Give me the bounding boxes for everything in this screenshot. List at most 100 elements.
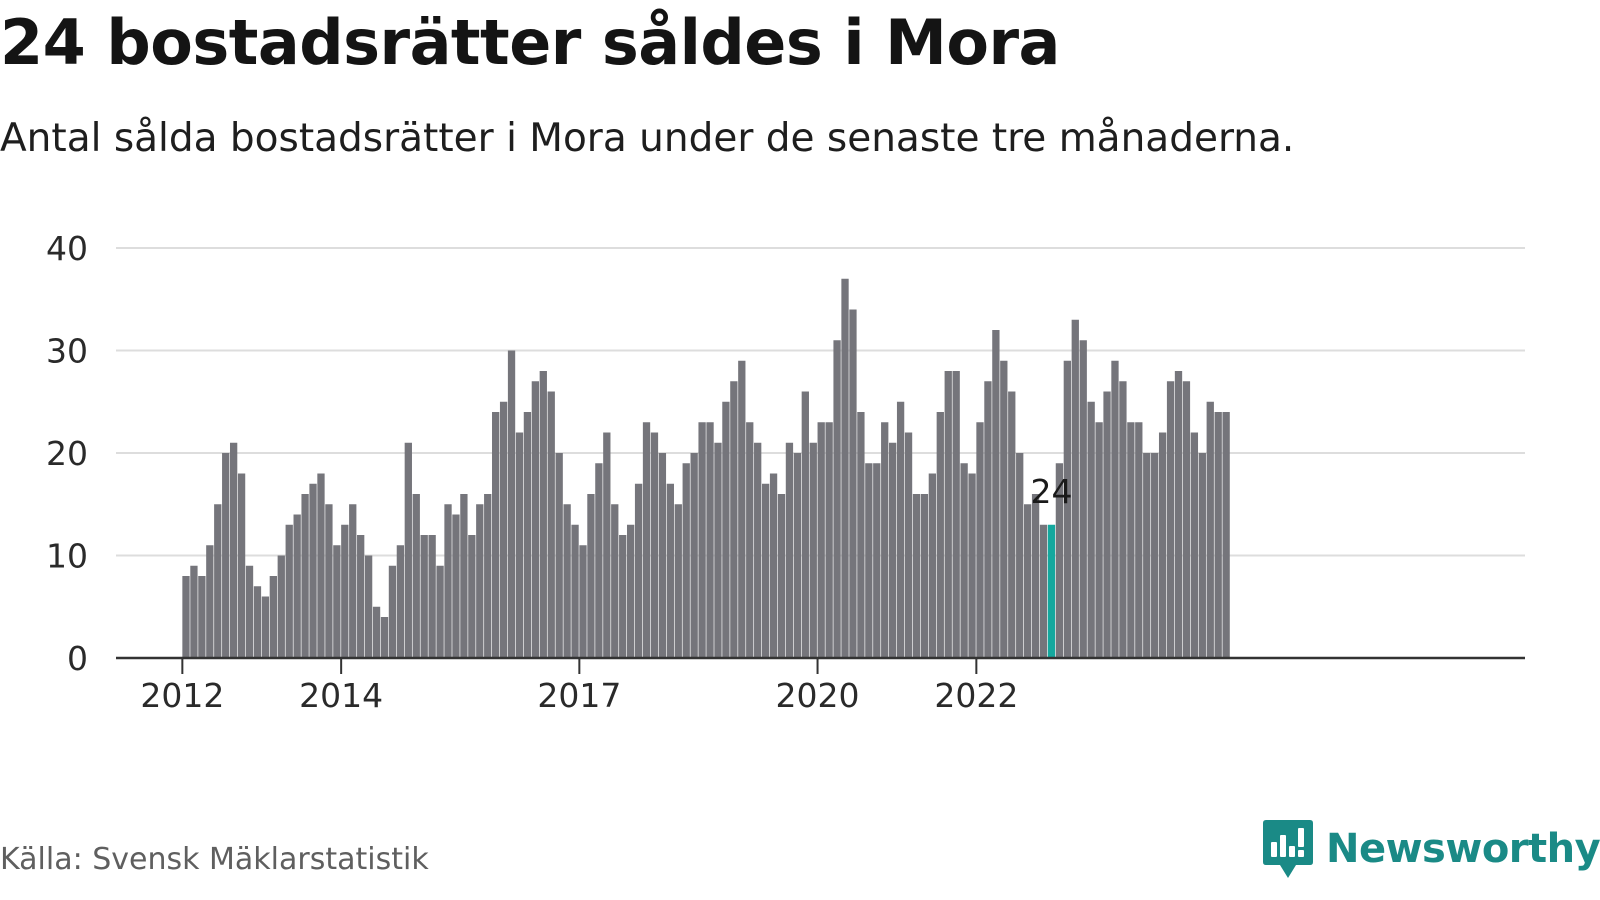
bar xyxy=(952,371,960,658)
bar xyxy=(603,432,611,658)
bar xyxy=(341,524,349,658)
bar xyxy=(1190,432,1199,658)
bar xyxy=(555,453,563,658)
bar xyxy=(857,412,865,658)
bar xyxy=(785,442,794,658)
bar-highlight xyxy=(1047,524,1056,658)
bar xyxy=(1023,504,1032,658)
bar xyxy=(674,504,682,658)
bar xyxy=(920,494,929,658)
bar xyxy=(817,422,825,658)
bar xyxy=(515,432,524,658)
bar xyxy=(1127,422,1135,658)
bar xyxy=(881,422,889,658)
bar xyxy=(809,442,817,658)
chart-title: 24 bostadsrätter såldes i Mora xyxy=(0,6,1060,79)
bar xyxy=(237,473,246,658)
bar xyxy=(333,545,341,658)
bar xyxy=(499,401,508,658)
bar xyxy=(1119,381,1127,658)
brand-name: Newsworthy xyxy=(1326,826,1600,872)
bar xyxy=(245,565,254,658)
x-tick-label: 2014 xyxy=(299,676,383,715)
y-tick-label: 30 xyxy=(46,332,88,371)
bar xyxy=(698,422,706,658)
bar xyxy=(730,381,738,658)
bar xyxy=(944,371,952,658)
bar xyxy=(1206,401,1214,658)
bar xyxy=(714,442,722,658)
bar xyxy=(277,555,285,658)
bar xyxy=(460,494,468,658)
bar xyxy=(420,535,428,658)
bar xyxy=(825,422,833,658)
bar xyxy=(1087,401,1095,658)
y-tick-label: 0 xyxy=(67,639,88,678)
bar xyxy=(706,422,714,658)
bar xyxy=(1222,412,1230,658)
source-note: Källa: Svensk Mäklarstatistik xyxy=(0,842,429,877)
bar xyxy=(984,381,992,658)
bar xyxy=(468,535,476,658)
bar xyxy=(690,453,698,658)
bar xyxy=(1198,453,1206,658)
bar xyxy=(388,565,397,658)
bar xyxy=(833,340,841,658)
bar xyxy=(722,401,730,658)
bar xyxy=(928,473,937,658)
bar xyxy=(619,535,627,658)
bar xyxy=(873,463,881,658)
y-tick-label: 40 xyxy=(46,229,88,268)
bar xyxy=(658,453,667,658)
x-tick-label: 2020 xyxy=(776,676,860,715)
bar xyxy=(476,504,484,658)
bar xyxy=(1071,319,1079,658)
bar xyxy=(380,617,389,658)
bar xyxy=(229,442,238,658)
bar xyxy=(372,606,381,658)
bar xyxy=(1174,371,1183,658)
bar xyxy=(261,596,270,658)
bar xyxy=(682,463,690,658)
bar xyxy=(404,442,412,658)
bar xyxy=(912,494,921,658)
brand-logo: Newsworthy xyxy=(1262,818,1600,880)
bar xyxy=(182,576,190,658)
bar xyxy=(1039,524,1048,658)
bar xyxy=(579,545,587,658)
bar xyxy=(301,494,309,658)
bar xyxy=(325,504,333,658)
bar xyxy=(1016,453,1024,658)
chart-subtitle: Antal sålda bostadsrätter i Mora under d… xyxy=(0,116,1295,161)
bar-chart: 0 10 20 30 40 2012 2014 2017 2020 2022 24 xyxy=(46,229,1525,715)
bar xyxy=(285,524,293,658)
bar xyxy=(896,401,905,658)
bar xyxy=(198,576,206,658)
bar xyxy=(1055,463,1064,658)
bar xyxy=(222,453,230,658)
bar xyxy=(666,483,674,658)
bar xyxy=(1214,412,1222,658)
bar xyxy=(889,442,897,658)
bar xyxy=(1079,340,1087,658)
bar xyxy=(587,494,595,658)
bar xyxy=(214,504,222,658)
bar xyxy=(412,494,420,658)
bar xyxy=(563,504,571,658)
bar xyxy=(531,381,540,658)
bar xyxy=(960,463,968,658)
bar xyxy=(190,565,198,658)
bar xyxy=(992,330,1000,658)
bar xyxy=(1166,381,1175,658)
bar xyxy=(769,473,778,658)
bar xyxy=(595,463,603,658)
bar xyxy=(626,524,635,658)
bar xyxy=(317,473,325,658)
bar xyxy=(452,514,460,658)
bar xyxy=(761,483,770,658)
bar xyxy=(1182,381,1191,658)
bar xyxy=(293,514,301,658)
bar xyxy=(428,535,436,658)
bar xyxy=(1135,422,1143,658)
bar xyxy=(507,350,516,658)
